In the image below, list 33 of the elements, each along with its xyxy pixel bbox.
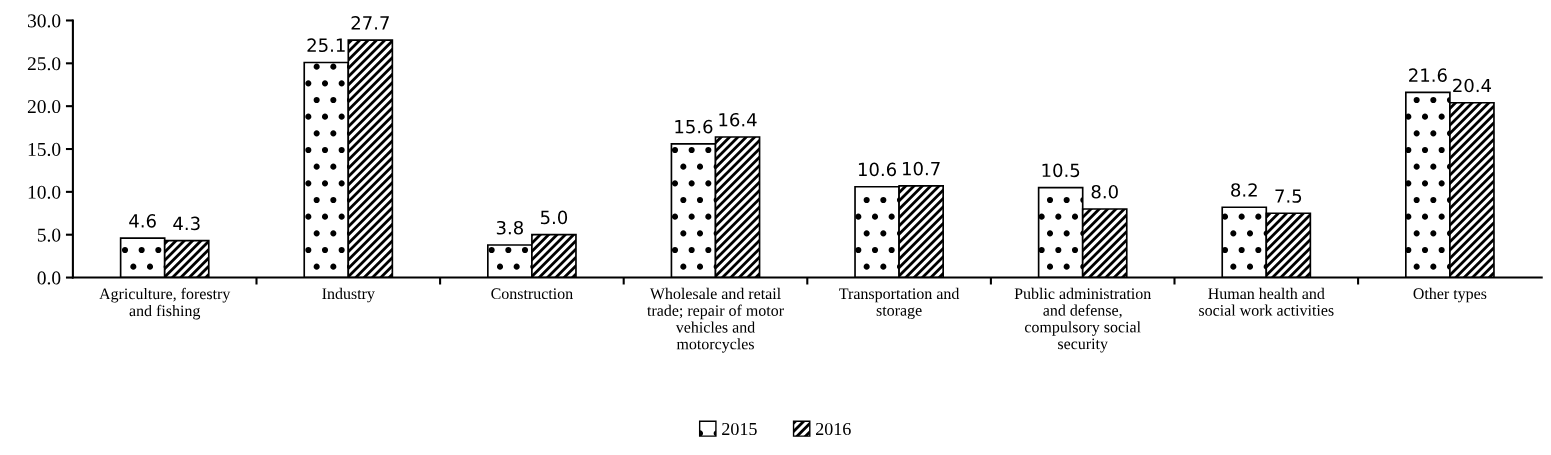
data-label: 10.7 <box>903 161 940 176</box>
data-label: 21.6 <box>1409 68 1447 83</box>
y-tick-label: 25.0 <box>27 57 61 71</box>
x-tick-label: Public administration and defense, compulsory social security <box>1014 287 1151 353</box>
data-label: 10.5 <box>1042 163 1080 178</box>
data-label: 8.0 <box>1091 184 1118 199</box>
x-tick-label: Other types <box>1413 287 1487 303</box>
data-label: 4.3 <box>173 216 200 231</box>
x-tick-label: Transportation and storage <box>839 287 960 320</box>
data-label: 10.6 <box>858 162 897 177</box>
data-label: 3.8 <box>496 220 523 235</box>
data-label: 8.2 <box>1231 183 1257 197</box>
y-tick-label: 20.0 <box>27 99 61 114</box>
y-tick-label: 5.0 <box>37 228 61 242</box>
data-label: 15.6 <box>675 119 713 134</box>
data-label: 4.6 <box>129 214 156 228</box>
data-label: 27.7 <box>351 16 389 30</box>
x-tick-label: Agriculture, forestry and fishing <box>99 287 231 320</box>
y-tick-label: 30.0 <box>27 14 61 28</box>
x-tick-label: Industry <box>322 287 375 303</box>
data-label: 16.4 <box>719 112 757 127</box>
data-label: 20.4 <box>1453 78 1492 93</box>
data-label: 25.1 <box>307 38 345 53</box>
x-tick-label: Construction <box>491 288 573 300</box>
data-label: 5.0 <box>540 210 568 225</box>
legend-label: 2016 <box>816 422 851 436</box>
y-tick-label: 0.0 <box>37 271 61 285</box>
x-tick-label: Human health and social work activities <box>1199 287 1334 316</box>
data-label: 7.5 <box>1275 189 1302 203</box>
x-tick-label: Wholesale and retail trade; repair of motor vehicles and motorcycles <box>647 287 784 353</box>
y-tick-label: 15.0 <box>28 142 61 157</box>
y-tick-label: 10.0 <box>28 185 61 199</box>
legend-label: 2015 <box>722 422 757 436</box>
